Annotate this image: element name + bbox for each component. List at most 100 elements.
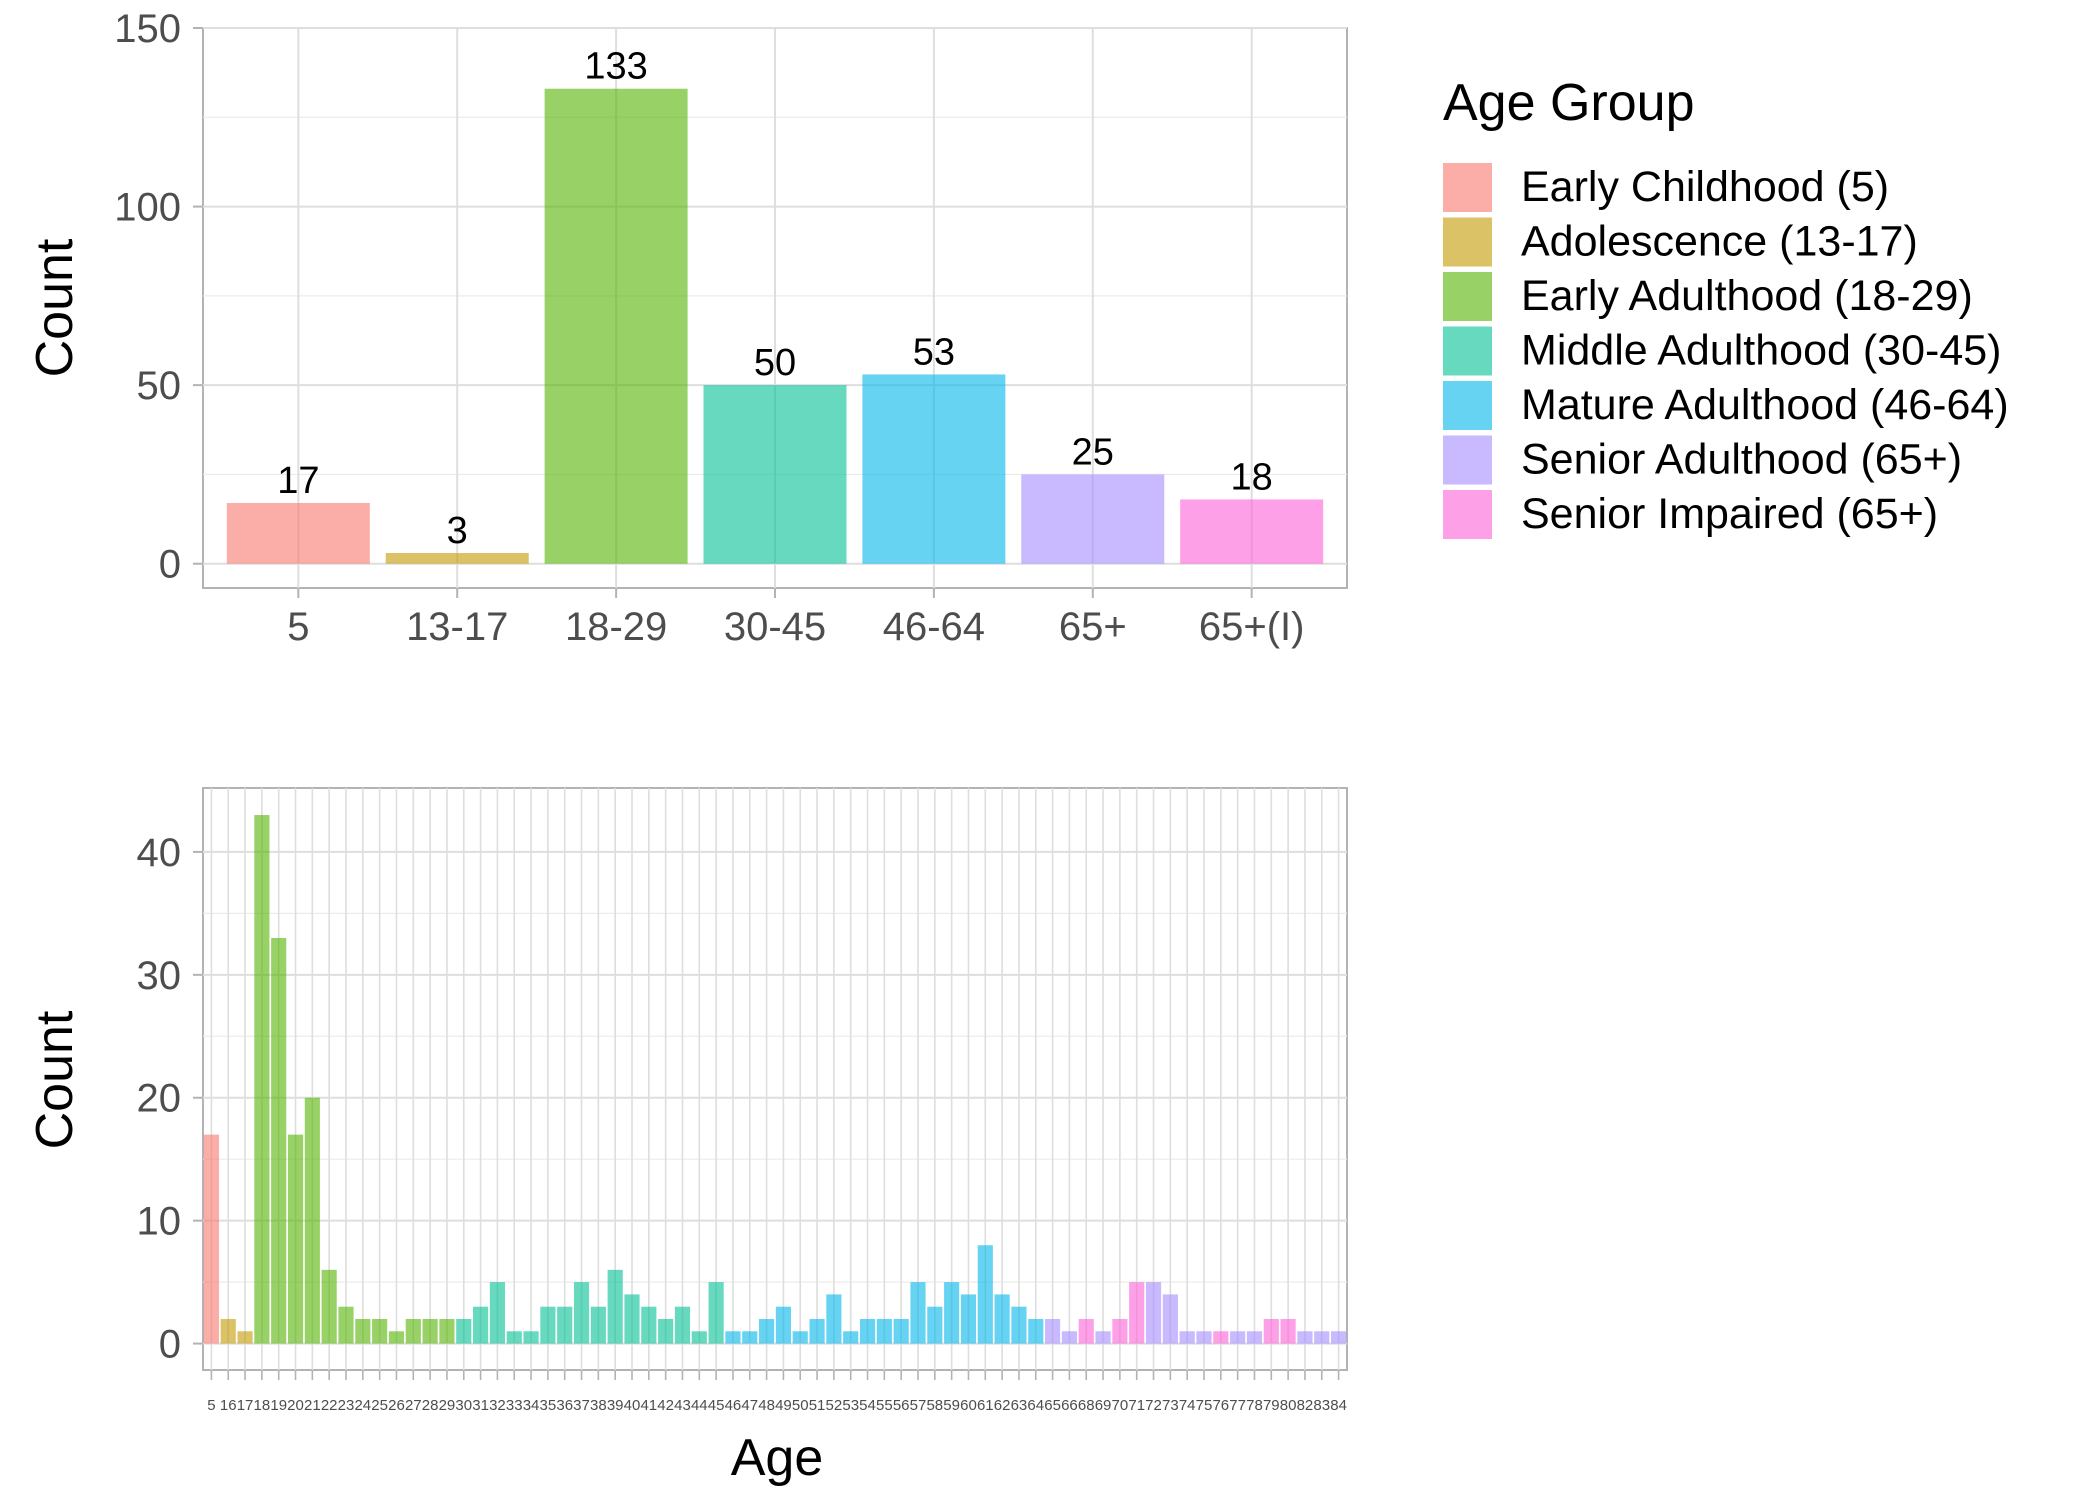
bottom-x-tick-label: 80 [1280, 1397, 1297, 1414]
bottom-bar-age-46 [725, 1331, 741, 1344]
bottom-bar-age-31 [473, 1306, 489, 1344]
bottom-x-tick-label: 78 [1246, 1397, 1263, 1414]
bottom-bar-age-44 [691, 1331, 707, 1344]
bottom-x-tick-label: 69 [1095, 1397, 1112, 1414]
bottom-bar-age-56 [893, 1318, 909, 1344]
bottom-x-tick-label: 5 [207, 1397, 215, 1414]
legend-item-label: Early Childhood (5) [1521, 163, 1889, 211]
bottom-x-tick-label: 75 [1196, 1397, 1213, 1414]
bottom-bar-age-22 [321, 1269, 337, 1344]
bottom-bar-age-79 [1263, 1318, 1279, 1344]
bottom-x-tick-label: 72 [1145, 1397, 1162, 1414]
legend-key-swatch [1443, 435, 1492, 485]
top-data-labels: 17 3 133 50 53 25 18 [277, 46, 1273, 552]
bottom-x-tick-label: 64 [1027, 1397, 1044, 1414]
bottom-bar-age-83 [1314, 1331, 1330, 1344]
bottom-bar-age-66 [1061, 1331, 1077, 1344]
bottom-bar-age-82 [1297, 1331, 1313, 1344]
top-data-label: 50 [754, 342, 796, 384]
bottom-y-tick-label: 10 [137, 1200, 182, 1244]
bottom-x-tick-label: 33 [506, 1397, 523, 1414]
bottom-x-tick-label: 68 [1078, 1397, 1095, 1414]
bottom-bar-age-24 [355, 1318, 371, 1344]
top-bars [226, 88, 1324, 564]
bottom-x-tick-label: 29 [439, 1397, 456, 1414]
bottom-x-tick-label: 34 [523, 1397, 540, 1414]
top-x-tick-label: 18-29 [565, 605, 667, 649]
bottom-x-tick-label: 41 [640, 1397, 657, 1414]
bottom-x-tick-label: 27 [405, 1397, 422, 1414]
top-bar-5 [226, 503, 370, 564]
bottom-x-tick-label: 20 [287, 1397, 304, 1414]
bottom-x-tick-label: 45 [708, 1397, 725, 1414]
bottom-x-tick-label: 26 [388, 1397, 405, 1414]
bottom-x-tick-label: 16 [220, 1397, 237, 1414]
bottom-bar-age-65 [1045, 1318, 1061, 1344]
legend-key-swatch [1443, 326, 1492, 376]
legend-item-label: Senior Adulthood (65+) [1521, 436, 1962, 484]
bottom-bar-age-35 [540, 1306, 556, 1344]
legend: Age Group Early Childhood (5) Adolescence… [1443, 74, 2009, 539]
bottom-x-tick-label: 25 [371, 1397, 388, 1414]
bottom-bar-age-57 [910, 1282, 926, 1344]
top-data-label: 53 [913, 331, 955, 373]
bottom-bar-age-75 [1196, 1331, 1212, 1344]
bottom-x-tick-label: 32 [489, 1397, 506, 1414]
bottom-bar-age-71 [1129, 1282, 1145, 1344]
legend-item-label: Early Adulthood (18-29) [1521, 272, 1973, 320]
top-x-ticks: 5 13-17 18-29 30-45 46-64 65+ 65+(I) [287, 588, 1304, 649]
bottom-bar-age-25 [372, 1318, 388, 1344]
bottom-x-tick-label: 62 [994, 1397, 1011, 1414]
bottom-x-tick-label: 17 [237, 1397, 254, 1414]
bottom-bar-age-41 [641, 1306, 657, 1344]
bottom-bar-age-64 [1028, 1318, 1044, 1344]
bottom-bar-age-62 [994, 1294, 1010, 1344]
bottom-x-tick-label: 43 [674, 1397, 691, 1414]
bottom-bar-age-30 [456, 1318, 472, 1344]
bottom-x-tick-label: 31 [472, 1397, 489, 1414]
top-data-label: 25 [1072, 431, 1114, 473]
bottom-bar-age-68 [1078, 1318, 1094, 1344]
bottom-x-tick-label: 21 [304, 1397, 321, 1414]
bottom-bar-age-54 [859, 1318, 876, 1344]
bottom-bar-age-45 [708, 1282, 724, 1344]
bottom-bar-age-38 [590, 1306, 606, 1344]
legend-item-label: Middle Adulthood (30-45) [1521, 327, 2001, 375]
bottom-x-tick-label: 36 [556, 1397, 573, 1414]
bottom-y-ticks: 0 10 20 30 40 [137, 831, 203, 1367]
top-bar-65+ [1021, 474, 1165, 564]
bottom-x-tick-label: 70 [1112, 1397, 1129, 1414]
bottom-x-tick-label: 57 [910, 1397, 927, 1414]
legend-title: Age Group [1443, 74, 1695, 132]
bottom-bar-age-61 [977, 1245, 993, 1344]
bottom-bar-age-49 [775, 1306, 791, 1344]
bottom-bar-age-20 [287, 1134, 304, 1344]
bottom-bar-age-33 [506, 1331, 522, 1344]
bottom-bar-age-28 [422, 1318, 438, 1344]
legend-item-label: Adolescence (13-17) [1521, 218, 1918, 266]
bottom-bar-age-16 [220, 1318, 236, 1344]
bottom-x-tick-label: 24 [354, 1397, 371, 1414]
bottom-bar-age-78 [1246, 1331, 1263, 1344]
bottom-y-tick-label: 30 [137, 954, 182, 998]
bottom-x-tick-label: 66 [1061, 1397, 1078, 1414]
bottom-bar-age-21 [304, 1097, 320, 1344]
bottom-bar-age-59 [944, 1282, 960, 1344]
bottom-bar-age-26 [388, 1331, 405, 1344]
top-y-tick-label: 150 [114, 7, 181, 51]
bottom-bar-age-34 [523, 1331, 539, 1344]
bottom-bar-age-48 [759, 1318, 775, 1344]
bottom-y-tick-label: 20 [137, 1077, 182, 1121]
bottom-x-tick-label: 40 [624, 1397, 641, 1414]
bottom-x-tick-label: 50 [792, 1397, 809, 1414]
bottom-x-tick-label: 52 [826, 1397, 843, 1414]
bottom-bar-age-32 [489, 1282, 505, 1344]
bottom-x-tick-label: 74 [1179, 1397, 1196, 1414]
bottom-bar-age-5 [203, 1134, 219, 1344]
legend-item-label: Mature Adulthood (46-64) [1521, 381, 2009, 429]
top-y-tick-label: 100 [114, 186, 181, 230]
bottom-x-tick-label: 28 [422, 1397, 439, 1414]
bottom-x-tick-label: 65 [1044, 1397, 1061, 1414]
bottom-x-tick-label: 73 [1162, 1397, 1179, 1414]
bottom-bar-age-50 [792, 1331, 808, 1344]
